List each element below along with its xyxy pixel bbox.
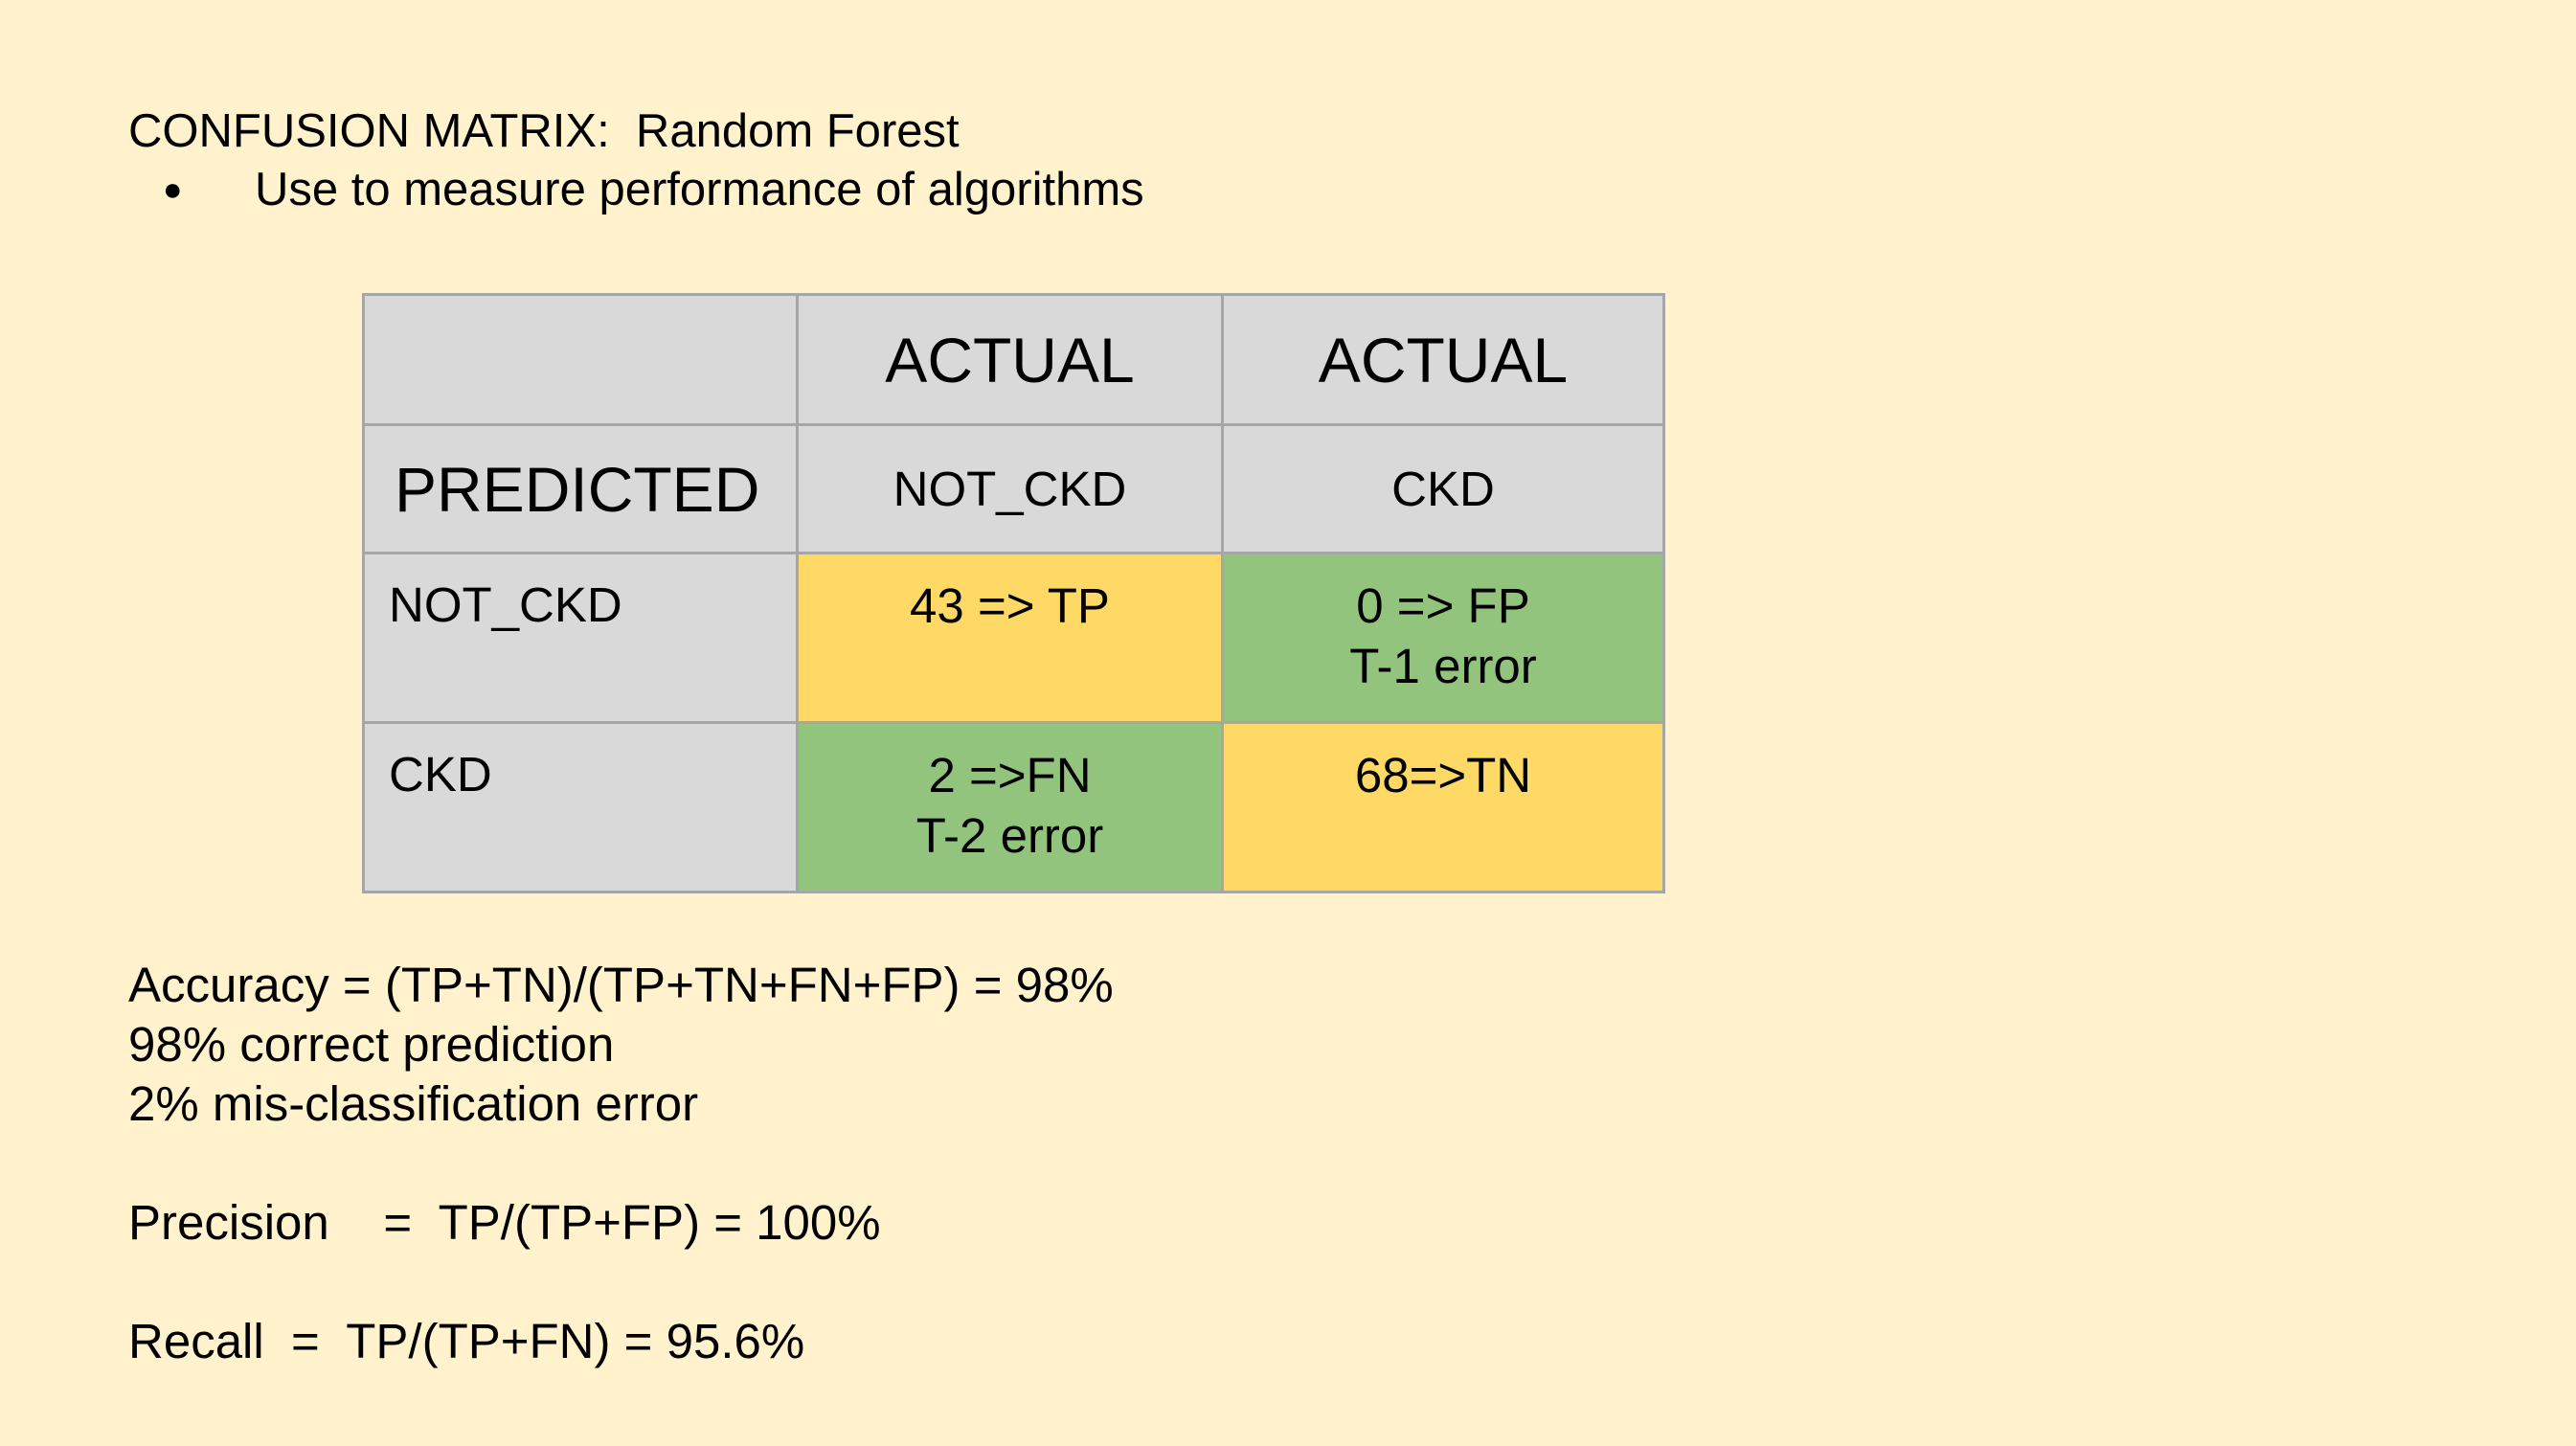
matrix-subheader-ckd: CKD <box>1221 423 1665 554</box>
bullet-dot-icon: ● <box>163 171 183 208</box>
bullet-item: ● Use to measure performance of algorith… <box>163 160 1144 219</box>
spacer <box>128 1253 1114 1312</box>
matrix-header-actual-1: ACTUAL <box>796 293 1224 426</box>
precision-formula: Precision = TP/(TP+FP) = 100% <box>128 1195 881 1250</box>
matrix-header-row: ACTUAL ACTUAL <box>362 293 1665 426</box>
bullet-text: Use to measure performance of algorithms <box>255 164 1144 215</box>
recall-formula: Recall = TP/(TP+FN) = 95.6% <box>128 1314 805 1368</box>
matrix-row-label-not-ckd: NOT_CKD <box>362 552 799 724</box>
matrix-row-ckd: CKD 2 =>FN T-2 error 68=>TN <box>362 721 1665 893</box>
slide-title: CONFUSION MATRIX: Random Forest <box>128 105 960 157</box>
spacer <box>128 1134 1114 1193</box>
matrix-row-label-ckd: CKD <box>362 721 799 893</box>
matrix-cell-fn: 2 =>FN T-2 error <box>796 721 1224 893</box>
matrix-corner-cell <box>362 293 799 426</box>
accuracy-formula: Accuracy = (TP+TN)/(TP+TN+FN+FP) = 98% <box>128 958 1114 1012</box>
matrix-subheader-not-ckd: NOT_CKD <box>796 423 1224 554</box>
matrix-row-not-ckd: NOT_CKD 43 => TP 0 => FP T-1 error <box>362 552 1665 724</box>
confusion-matrix-table: ACTUAL ACTUAL PREDICTED NOT_CKD CKD NOT_… <box>362 293 1665 893</box>
matrix-predicted-label: PREDICTED <box>362 423 799 554</box>
matrix-cell-fp: 0 => FP T-1 error <box>1221 552 1665 724</box>
matrix-header-actual-2: ACTUAL <box>1221 293 1665 426</box>
misclassification-text: 2% mis-classification error <box>128 1076 699 1131</box>
metrics-block: Accuracy = (TP+TN)/(TP+TN+FN+FP) = 98% 9… <box>128 956 1114 1371</box>
matrix-subheader-row: PREDICTED NOT_CKD CKD <box>362 423 1665 554</box>
correct-prediction-text: 98% correct prediction <box>128 1017 615 1072</box>
matrix-cell-tn: 68=>TN <box>1221 721 1665 893</box>
matrix-cell-tp: 43 => TP <box>796 552 1224 724</box>
